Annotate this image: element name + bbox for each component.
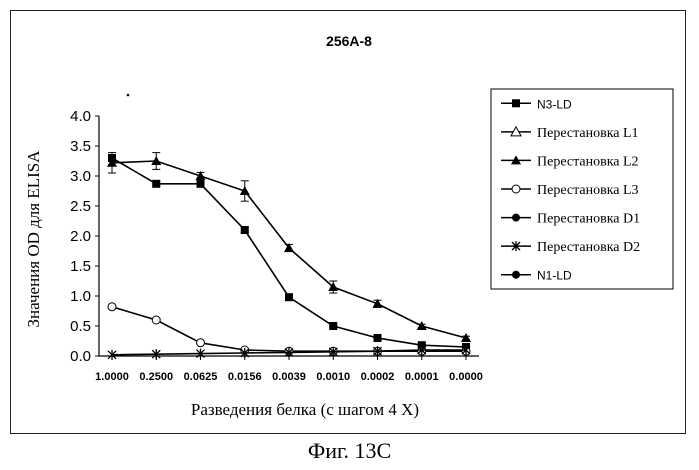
y-tick-label: 1.5 (70, 258, 91, 275)
y-tick-label: 0.5 (70, 318, 91, 335)
data-point (196, 348, 205, 359)
data-point (240, 226, 249, 234)
series-0 (108, 154, 470, 351)
legend-label: N1-LD (537, 269, 572, 283)
data-point (328, 346, 338, 357)
y-axis-label: Значения OD для ELISA (24, 150, 43, 328)
y-tick-label: 4.0 (70, 108, 91, 125)
data-point (329, 322, 338, 330)
data-point (373, 346, 382, 357)
data-point (107, 349, 117, 360)
stray-dot (126, 93, 130, 97)
data-point (151, 315, 161, 325)
legend-label: Перестановка L3 (537, 183, 639, 198)
legend-marker (511, 184, 521, 194)
legend-label: N3-LD (537, 97, 572, 111)
chart-svg: 256A-8 0.0 0.5 1.0 1.5 2.0 2.5 3.0 3.5 4.0 1.0000… (24, 33, 674, 419)
legend-marker (511, 241, 521, 252)
x-tick-label: 0.2500 (139, 371, 173, 383)
y-tick-label: 2.0 (70, 228, 91, 245)
legend: N3-LD Перестановка L1 Перестановка L2 Перес… (490, 88, 674, 290)
x-tick-label: 0.0002 (361, 371, 395, 383)
data-point (372, 298, 383, 308)
legend-entry: Перестановка L3 (501, 183, 639, 198)
data-point (195, 171, 206, 180)
series-3 (107, 302, 471, 356)
legend-marker (512, 213, 520, 222)
data-point (328, 282, 339, 291)
data-point (151, 156, 162, 165)
y-tick-label: 3.5 (70, 138, 91, 155)
chart-title: 256A-8 (326, 33, 372, 49)
data-point (240, 348, 250, 358)
legend-label: Перестановка D1 (537, 212, 640, 227)
figure-caption: Фиг. 13C (307, 438, 392, 463)
y-tick-label: 1.0 (70, 288, 91, 305)
data-point (107, 302, 117, 312)
series-layer (107, 93, 471, 360)
x-tick-label: 0.0010 (316, 371, 350, 383)
data-point (417, 345, 427, 355)
data-point (196, 338, 205, 348)
legend-label: Перестановка D2 (537, 240, 640, 255)
legend-entry: N1-LD (501, 269, 572, 283)
x-tick-label: 0.0039 (272, 371, 306, 383)
legend-entry: Перестановка D2 (501, 240, 640, 255)
series-5 (107, 345, 471, 360)
data-point (461, 345, 471, 355)
legend-marker (510, 125, 522, 137)
data-point (284, 243, 294, 252)
legend-label: Перестановка L2 (537, 154, 639, 169)
data-point (284, 347, 294, 358)
chart-frame: 256A-8 0.0 0.5 1.0 1.5 2.0 2.5 3.0 3.5 4.0 1.0000… (10, 10, 686, 434)
legend-marker (511, 155, 521, 165)
data-point (239, 186, 250, 195)
x-tick-label: 0.0001 (405, 371, 439, 383)
legend-marker (512, 99, 520, 108)
data-point (416, 321, 427, 330)
data-point (373, 334, 382, 342)
y-tick-label: 2.5 (70, 198, 91, 215)
legend-label: Перестановка L1 (537, 126, 639, 141)
series-line (111, 157, 467, 348)
legend-entry: N3-LD (501, 97, 572, 111)
y-tick-label: 0.0 (70, 348, 91, 365)
data-point (461, 333, 471, 342)
x-axis-label: Разведения белка (с шагом 4 X) (191, 400, 419, 419)
legend-entry: Перестановка L2 (501, 154, 639, 169)
data-point (285, 293, 293, 302)
x-tick-label: 0.0000 (449, 371, 483, 383)
x-tick-label: 0.0625 (184, 371, 218, 383)
legend-entry: Перестановка L1 (501, 125, 639, 141)
x-tick-label: 1.0000 (95, 371, 129, 383)
chart-axes: 0.0 0.5 1.0 1.5 2.0 2.5 3.0 3.5 4.0 1.0000 0.2500 0… (70, 108, 483, 383)
legend-marker (512, 270, 520, 279)
data-point (151, 349, 161, 360)
data-point (152, 179, 161, 188)
x-tick-label: 0.0156 (228, 371, 262, 383)
series-2 (107, 152, 471, 342)
y-tick-label: 3.0 (70, 168, 91, 185)
data-point (107, 157, 117, 167)
legend-entry: Перестановка D1 (501, 212, 640, 227)
data-point (196, 179, 205, 188)
